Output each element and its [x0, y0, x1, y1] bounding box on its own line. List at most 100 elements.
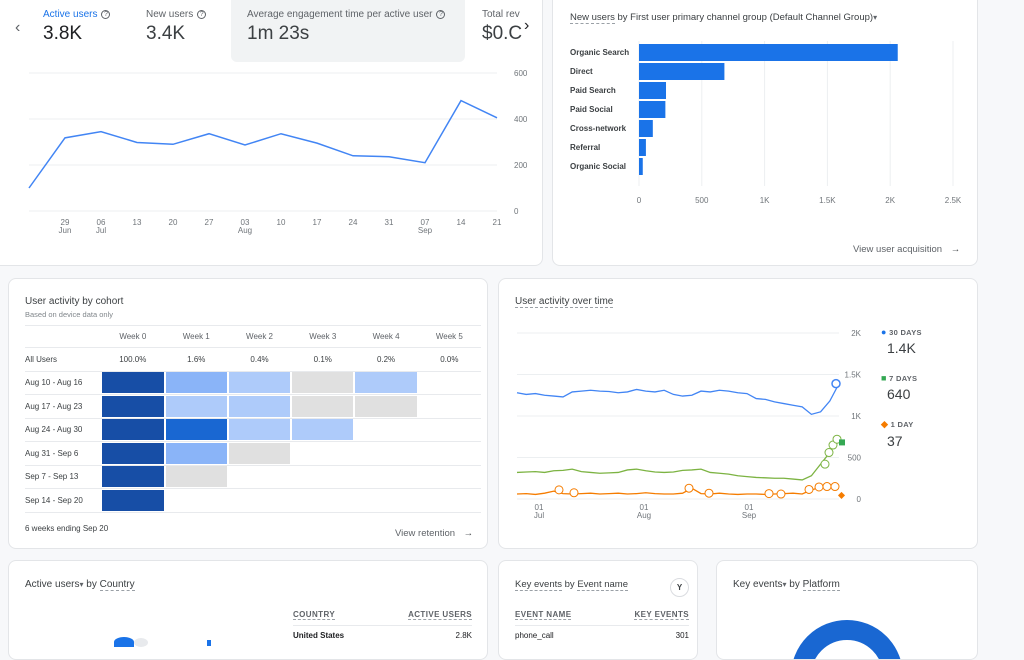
- table-row[interactable]: United States 2.8K: [293, 631, 472, 640]
- legend-7-days: ■ 7 DAYS 640: [881, 373, 917, 402]
- cohort-cell[interactable]: [354, 394, 418, 419]
- platform-donut-chart: [791, 620, 903, 659]
- x-tick-label: 06: [97, 218, 106, 227]
- cohort-cell[interactable]: [291, 418, 355, 442]
- series-line-1-day: [516, 485, 840, 496]
- series-point-marker: [804, 484, 814, 494]
- x-tick-month: Jun: [59, 226, 72, 235]
- dropdown-icon[interactable]: ▾: [782, 580, 787, 589]
- title-metric[interactable]: Active users: [25, 579, 80, 590]
- cohort-cell-fill: [228, 395, 291, 417]
- activity-title-text[interactable]: User activity over time: [515, 296, 614, 308]
- series-point-marker: [820, 459, 830, 469]
- metric-active-users[interactable]: Active users? 3.8K: [43, 1, 133, 62]
- view-retention-link[interactable]: View retention →: [395, 528, 473, 539]
- square-marker-icon: ■: [881, 373, 887, 383]
- metric-new-users[interactable]: New users? 3.4K: [146, 1, 226, 62]
- series-point-marker: [704, 488, 714, 498]
- column-header-country[interactable]: COUNTRY: [293, 610, 336, 620]
- cohort-cell[interactable]: [227, 394, 292, 419]
- bar: [639, 63, 725, 80]
- cohort-column-header: Week 2: [227, 325, 292, 348]
- series-end-marker: [837, 491, 846, 499]
- column-header-event-name[interactable]: EVENT NAME: [515, 610, 572, 620]
- bar-category-label: Paid Social: [570, 105, 613, 114]
- series-point-marker: [830, 482, 840, 492]
- cohort-cell[interactable]: [164, 441, 228, 466]
- table-row[interactable]: phone_call 301: [515, 631, 689, 640]
- cohort-cell[interactable]: [164, 465, 228, 489]
- diamond-marker-icon: ◆: [881, 419, 889, 429]
- cohort-cell[interactable]: [101, 394, 165, 419]
- y-tick-label: 400: [514, 115, 528, 124]
- metric-label: New users: [146, 9, 194, 20]
- metric-avg-engagement[interactable]: Average engagement time per active user?…: [231, 0, 465, 62]
- title-dimension[interactable]: Event name: [577, 579, 629, 591]
- metric-total-revenue[interactable]: Total rev $0.C: [482, 1, 522, 62]
- title-metric[interactable]: New users: [570, 12, 615, 24]
- next-metric-button[interactable]: ›: [524, 17, 530, 34]
- cohort-cell-fill: [165, 395, 227, 417]
- bar-category-label: Organic Search: [570, 48, 629, 57]
- cohort-cell-fill: [102, 372, 164, 394]
- cohort-cell[interactable]: [101, 371, 165, 395]
- help-icon[interactable]: ?: [436, 10, 446, 19]
- cohort-cell[interactable]: [227, 418, 292, 442]
- cohort-cell[interactable]: [227, 371, 292, 395]
- cohort-row: Aug 17 - Aug 23: [25, 394, 481, 419]
- table-divider: [293, 625, 472, 626]
- cohort-cell: [417, 394, 481, 419]
- cohort-cell[interactable]: [164, 371, 228, 395]
- cohort-cell[interactable]: [164, 394, 228, 419]
- prev-metric-button[interactable]: ‹: [15, 19, 21, 36]
- cohort-cell[interactable]: [354, 371, 418, 395]
- series-point-marker: [814, 482, 824, 492]
- cohort-cell[interactable]: [101, 418, 165, 442]
- x-tick-month: Aug: [637, 511, 651, 520]
- platform-title: Key events▾ by Platform: [733, 579, 840, 591]
- x-tick-label: 0: [637, 196, 642, 205]
- cohort-percentage: 0.4%: [227, 347, 292, 372]
- cohort-cell-fill: [102, 442, 164, 464]
- cohort-cell-fill: [292, 372, 354, 394]
- title-by: by: [83, 579, 100, 590]
- y-tick-label: 500: [848, 454, 862, 463]
- cohort-cell-fill: [228, 442, 291, 464]
- filter-button[interactable]: Y: [670, 578, 689, 597]
- view-user-acquisition-link[interactable]: View user acquisition →: [853, 244, 960, 255]
- cohort-cell[interactable]: [291, 394, 355, 419]
- column-header-key-events[interactable]: KEY EVENTS: [634, 610, 689, 620]
- help-icon[interactable]: ?: [101, 10, 111, 19]
- y-tick-label: 600: [514, 69, 528, 78]
- x-tick-label: 1.5K: [819, 196, 836, 205]
- cohort-cell[interactable]: [164, 418, 228, 442]
- cohort-cell-fill: [165, 372, 227, 394]
- dropdown-icon[interactable]: ▾: [79, 580, 84, 589]
- title-dimension[interactable]: Platform: [802, 579, 840, 591]
- x-tick-label: 500: [695, 196, 709, 205]
- bar-category-label: Direct: [570, 67, 593, 76]
- x-tick-label: 29: [61, 218, 70, 227]
- x-tick-label: 2.5K: [945, 196, 962, 205]
- title-metric[interactable]: Key events: [733, 579, 783, 590]
- cohort-cell[interactable]: [101, 441, 165, 466]
- title-metric[interactable]: Key events: [515, 579, 562, 591]
- cohort-cell[interactable]: [291, 371, 355, 395]
- series-line-7-days: [516, 438, 840, 481]
- cohort-percentage: 0.2%: [354, 347, 418, 372]
- series-line-30-days: [516, 383, 840, 416]
- dropdown-icon[interactable]: ▾: [873, 13, 878, 22]
- cohort-cell[interactable]: [101, 465, 165, 489]
- cohort-percentage: 1.6%: [164, 347, 228, 372]
- help-icon[interactable]: ?: [197, 10, 207, 19]
- cohort-cell[interactable]: [227, 441, 292, 466]
- cohort-row: Sep 7 - Sep 13: [25, 465, 481, 489]
- cohort-cell[interactable]: [101, 488, 165, 513]
- cohort-column-header: Week 3: [291, 325, 355, 348]
- x-tick-label: 17: [313, 218, 322, 227]
- metric-value: 1m 23s: [247, 23, 310, 44]
- title-dimension[interactable]: Country: [99, 579, 135, 591]
- event-name: phone_call: [515, 631, 554, 640]
- column-header-active-users[interactable]: ACTIVE USERS: [408, 610, 472, 620]
- cohort-cell: [417, 418, 481, 442]
